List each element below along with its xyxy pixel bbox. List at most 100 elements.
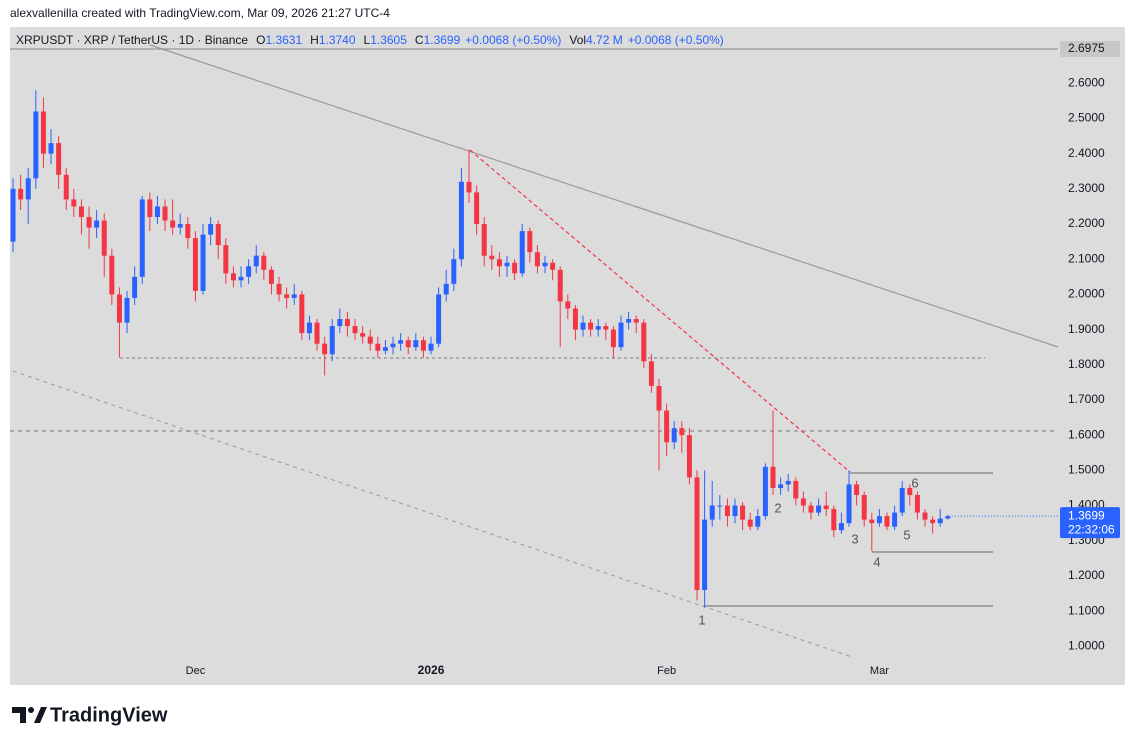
candle-body [709,505,715,520]
candle-body [854,484,860,495]
logo-mark [34,707,47,723]
y-tick-label: 2.1000 [1068,251,1105,265]
candle-body [360,333,366,337]
y-tick-label: 2.6000 [1068,75,1105,89]
candle-body [762,466,768,517]
candle-body [94,220,100,228]
candle-body [466,181,472,193]
legend-field-value: 1.3631 [265,33,302,47]
candle-body [451,259,457,284]
candle-body [732,505,738,517]
candle-body [785,480,791,485]
candle-body [496,259,502,267]
candle-body [367,336,373,344]
candle-body [519,231,525,274]
candle-body [352,326,358,334]
candle-body [489,255,495,260]
candle-body [291,294,297,298]
y-tick-label: 1.9000 [1068,322,1105,336]
candle-body [717,505,723,507]
candle-body [306,322,312,334]
candle-body [238,276,244,281]
candle-body [48,143,54,154]
legend-volume-label: Vol [569,33,586,47]
candle-body [793,480,799,499]
candle-body [185,224,191,239]
candle-body [420,340,426,351]
candle-body [268,269,274,284]
candle-body [261,255,267,270]
candle-body [823,505,829,510]
candle-body [869,519,875,524]
trend-line [149,44,1059,348]
candle-body [276,283,282,295]
candle-body [337,319,343,327]
legend-field-value: 1.3699 [424,33,461,47]
countdown: 22:32:06 [1068,522,1115,536]
candle-body [246,266,252,277]
x-tick-label: 2026 [418,663,445,677]
candle-body [816,505,822,513]
logo-mark [12,707,26,723]
legend: XRPUSDT · XRP / TetherUS · 1D · Binance O… [16,33,724,47]
candle-body [443,283,449,295]
y-tick-label: 2.4000 [1068,146,1105,160]
x-tick-label: Mar [870,665,889,677]
candle-body [876,516,882,524]
candle-body [71,199,77,207]
candle-body [542,262,548,267]
y-tick-label: 1.7000 [1068,392,1105,406]
y-tick-label: 2.2000 [1068,216,1105,230]
legend-volume-change: +0.0068 (+0.50%) [628,33,724,47]
candle-body [25,178,31,200]
candle-body [436,294,442,344]
candle-body [40,111,46,154]
wave-label: 1 [698,612,705,627]
candle-body [10,188,16,242]
y-tick-label: 2.0000 [1068,287,1105,301]
candle-body [329,326,335,355]
candle-body [550,262,556,270]
brand: TradingView [50,704,168,726]
legend-change: +0.0068 (+0.50%) [465,33,561,47]
y-tick-label: 2.5000 [1068,111,1105,125]
candle-body [641,322,647,362]
candle-body [512,262,518,274]
candle-body [504,262,510,267]
candles [10,90,951,608]
candle-body [572,308,578,330]
candle-body [223,245,229,274]
candle-body [33,111,39,179]
trend-line [469,149,851,473]
candle-body [846,484,852,524]
candle-body [595,326,601,330]
candle-body [124,297,130,323]
candle-body [101,220,107,256]
candle-body [603,326,609,330]
candle-body [686,435,692,478]
price-line-label: 2.6975 [1068,41,1105,55]
candle-body [63,174,69,200]
wave-label: 4 [873,554,880,569]
candle-body [557,269,563,302]
candle-body [56,143,62,175]
candle-body [109,255,115,295]
legend-symbol: XRPUSDT · XRP / TetherUS · 1D · Binance [16,33,248,47]
legend-field-label: L [364,33,371,47]
legend-field-value: 1.3740 [319,33,356,47]
candle-body [633,319,639,323]
candle-body [154,206,160,218]
candle-body [527,231,533,253]
y-tick-label: 1.2000 [1068,568,1105,582]
candle-body [177,224,183,228]
wave-label: 3 [851,531,858,546]
price-line-box [1060,40,1120,57]
candle-body [253,255,259,267]
candle-body [200,234,206,291]
candle-body [800,498,806,506]
candle-body [702,519,708,590]
candle-body [747,519,753,527]
candle-body [831,509,837,531]
candle-body [907,487,913,495]
